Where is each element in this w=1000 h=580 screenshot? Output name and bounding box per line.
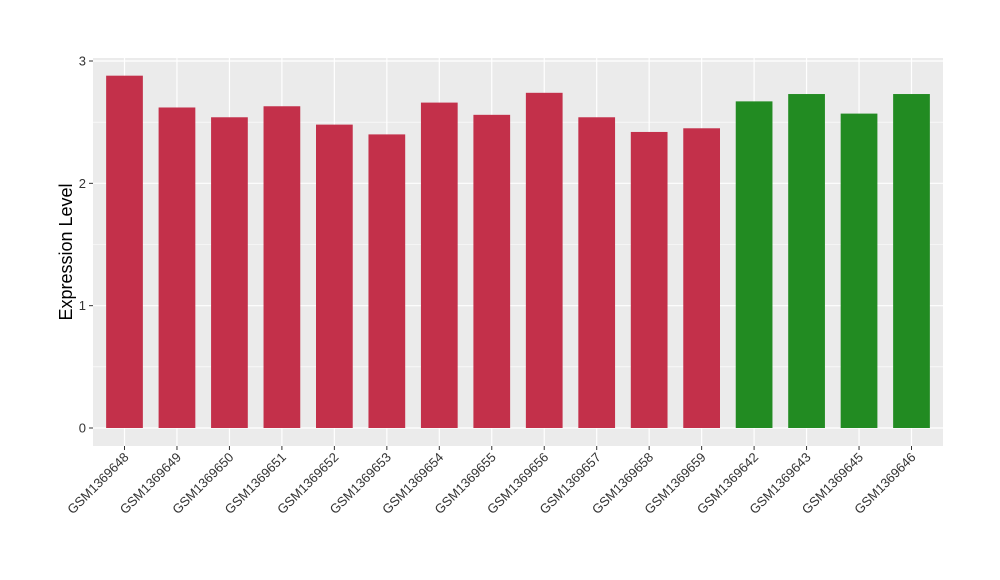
bar <box>263 106 301 428</box>
bar <box>316 124 353 428</box>
bar <box>840 113 878 428</box>
y-tick-label: 3 <box>79 54 86 69</box>
bar <box>735 101 773 429</box>
bar <box>788 94 825 428</box>
bar <box>473 114 511 429</box>
bar <box>630 131 668 428</box>
bar <box>893 94 930 428</box>
bar <box>578 117 616 429</box>
bar <box>683 128 720 429</box>
bar <box>368 134 406 428</box>
bar <box>158 107 196 428</box>
y-axis: 0 1 2 3 <box>79 54 93 436</box>
bar <box>420 102 458 429</box>
y-tick-label: 0 <box>79 421 86 436</box>
y-axis-title: Expression Level <box>56 183 76 320</box>
bars <box>106 75 930 429</box>
bar <box>106 75 143 429</box>
y-tick-label: 1 <box>79 298 86 313</box>
bar <box>211 117 248 429</box>
y-tick-label: 2 <box>79 176 86 191</box>
x-axis: GSM1369648GSM1369649GSM1369650GSM1369651… <box>64 446 919 517</box>
bar <box>525 92 563 428</box>
